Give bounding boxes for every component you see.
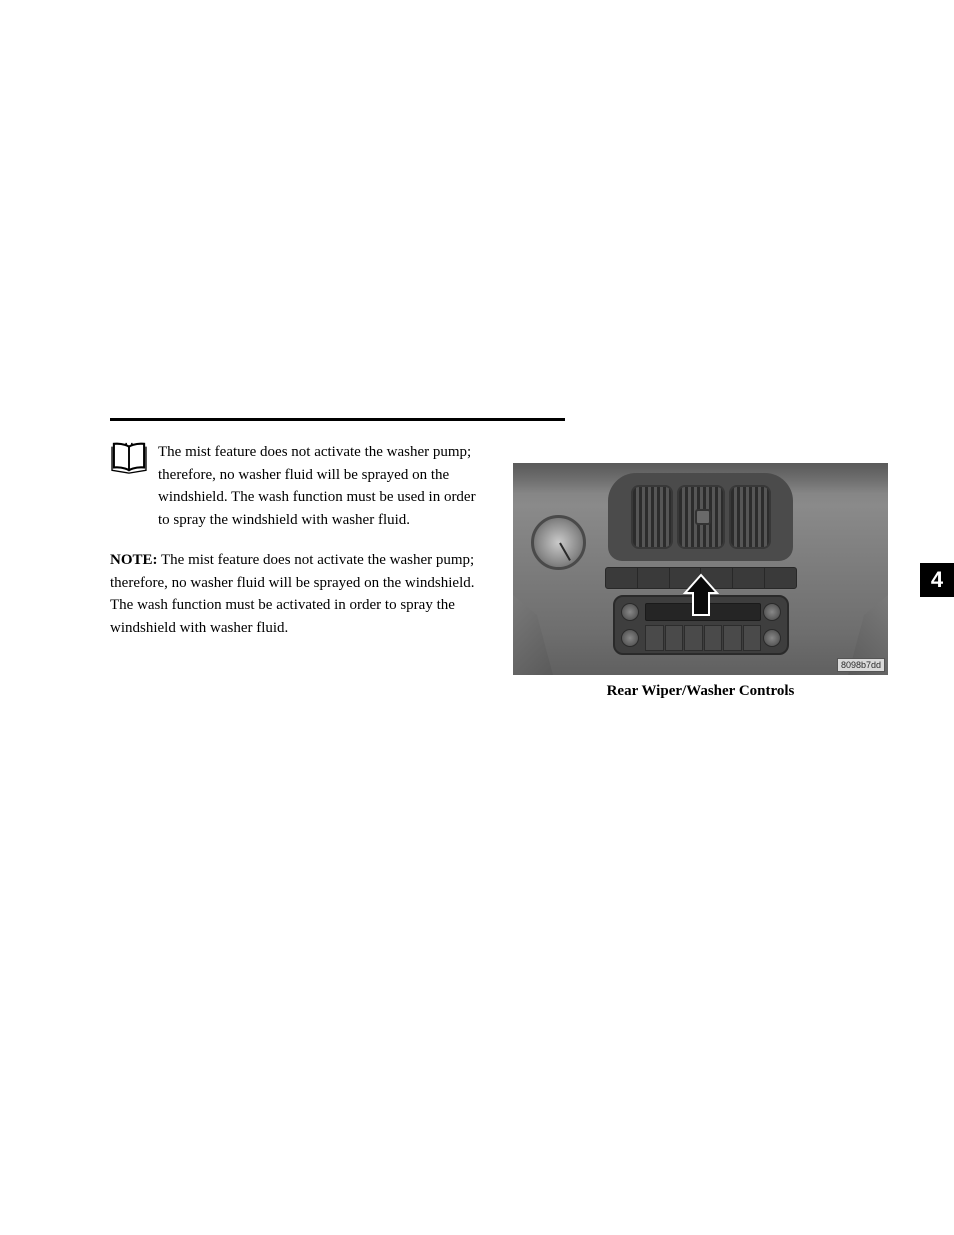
vent-cluster <box>608 473 793 561</box>
note-text: The mist feature does not activate the w… <box>110 552 474 636</box>
radio-knob <box>621 629 639 647</box>
note-paragraph: NOTE: The mist feature does not activate… <box>110 549 485 639</box>
radio-knob <box>763 603 781 621</box>
vent-right <box>729 485 771 549</box>
radio-knob <box>621 603 639 621</box>
mist-paragraph: The mist feature does not activate the w… <box>158 441 485 531</box>
callout-arrow-icon <box>679 573 723 617</box>
section-rule <box>110 418 565 421</box>
vent-left <box>631 485 673 549</box>
icon-paragraph: The mist feature does not activate the w… <box>110 441 485 531</box>
note-label: NOTE: <box>110 552 158 568</box>
two-column-layout: The mist feature does not activate the w… <box>110 441 890 700</box>
book-icon <box>110 441 148 475</box>
right-column: 8098b7dd Rear Wiper/Washer Controls <box>513 441 888 700</box>
page-content: The mist feature does not activate the w… <box>110 418 890 700</box>
image-ref-tag: 8098b7dd <box>837 658 885 672</box>
section-tab: 4 <box>920 563 954 597</box>
gauge-cluster <box>531 515 586 570</box>
ctrl-btn-2 <box>638 568 670 588</box>
radio-preset-row <box>645 625 761 651</box>
figure-caption: Rear Wiper/Washer Controls <box>513 683 888 700</box>
gauge-needle <box>559 542 571 560</box>
radio-knob <box>763 629 781 647</box>
ctrl-btn-6 <box>765 568 796 588</box>
dashboard-photo: 8098b7dd <box>513 463 888 675</box>
vent-center <box>677 485 725 549</box>
ctrl-btn-5 <box>733 568 765 588</box>
seat-edge-left <box>513 595 553 675</box>
ctrl-btn-1 <box>606 568 638 588</box>
left-column: The mist feature does not activate the w… <box>110 441 485 700</box>
center-knob <box>695 509 711 525</box>
